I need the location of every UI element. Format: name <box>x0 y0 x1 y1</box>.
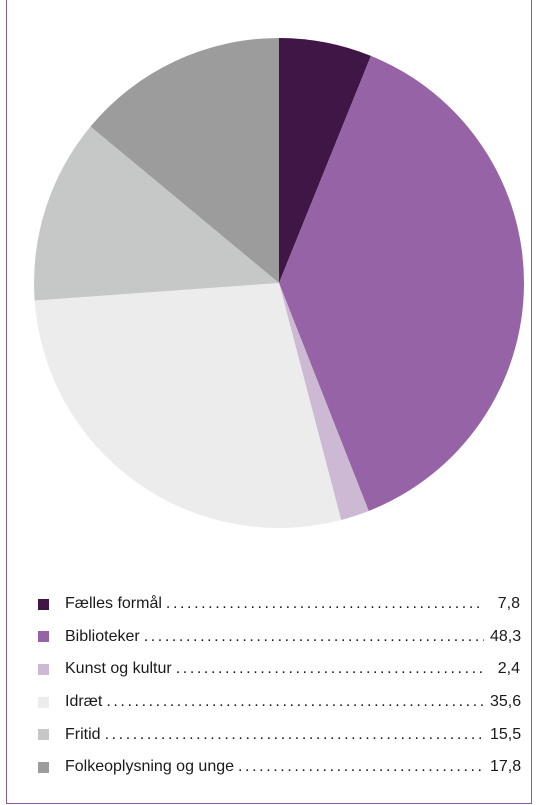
legend-label: Kunst og kultur <box>65 660 172 678</box>
legend-item-folkeoplysning-og-unge: Folkeoplysning og unge 17,8 <box>38 751 522 784</box>
legend-value: 17,8 <box>490 758 522 776</box>
leader-dots <box>144 628 484 646</box>
legend-swatch <box>38 663 49 675</box>
legend-label: Biblioteker <box>65 627 140 645</box>
legend-value: 35,6 <box>490 693 522 711</box>
legend-swatch <box>38 696 49 708</box>
pie-chart <box>34 38 524 529</box>
legend-value: 7,8 <box>497 595 520 613</box>
legend-swatch <box>38 598 49 610</box>
legend-item-fritid: Fritid 15,5 <box>38 718 522 751</box>
legend-label: Fælles formål <box>65 595 162 613</box>
legend-value: 15,5 <box>490 725 522 743</box>
pie-slice-1 <box>279 55 524 511</box>
legend-label: Folkeoplysning og unge <box>65 758 235 776</box>
leader-dots <box>105 726 484 744</box>
legend: Fælles formål 7,8 Biblioteker 48,3 Kunst… <box>38 588 522 784</box>
legend-label: Idræt <box>65 693 103 711</box>
legend-value: 2,4 <box>497 660 520 678</box>
pie-slice-3 <box>34 283 342 529</box>
legend-item-faelles-formaal: Fælles formål 7,8 <box>38 588 520 621</box>
legend-item-biblioteker: Biblioteker 48,3 <box>38 621 522 654</box>
legend-value: 48,3 <box>490 627 522 645</box>
leader-dots <box>166 595 484 613</box>
legend-label: Fritid <box>65 725 101 743</box>
legend-swatch <box>38 631 49 643</box>
leader-dots <box>238 758 484 776</box>
pie-slice-5 <box>90 38 279 283</box>
legend-item-kunst-og-kultur: Kunst og kultur 2,4 <box>38 653 520 686</box>
leader-dots <box>176 660 484 678</box>
legend-swatch <box>38 761 49 773</box>
legend-swatch <box>38 729 49 741</box>
legend-item-idraet: Idræt 35,6 <box>38 686 522 719</box>
pie-slice-0 <box>279 38 371 283</box>
pie-slice-2 <box>279 283 369 520</box>
chart-frame <box>6 0 532 804</box>
leader-dots <box>106 693 484 711</box>
pie-slice-4 <box>34 126 279 301</box>
